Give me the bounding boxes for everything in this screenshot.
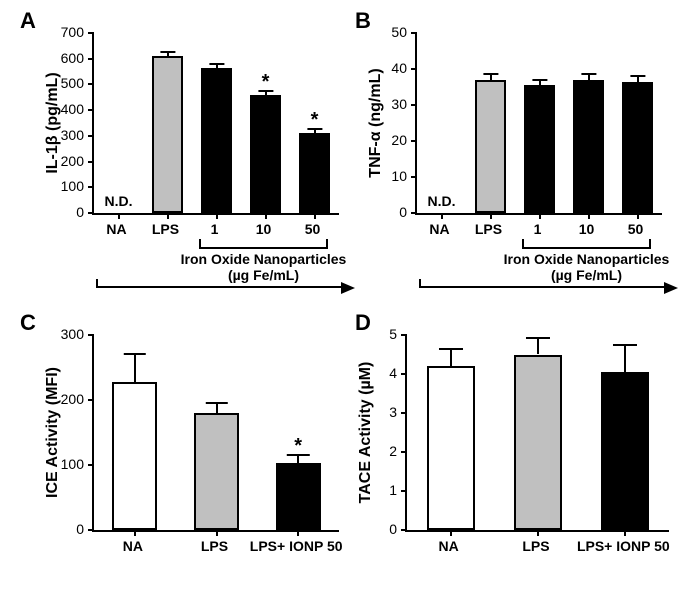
arrow-head-icon [341, 281, 355, 293]
plot-area: N.D. [415, 33, 662, 215]
xtick [297, 530, 299, 536]
plot-area: * [92, 335, 339, 532]
bar [194, 413, 239, 530]
xtick [167, 213, 169, 219]
xtick [637, 213, 639, 219]
ytick [411, 68, 417, 70]
bar [276, 463, 321, 530]
dose-bracket-label: Iron Oxide Nanoparticles(µg Fe/mL) [502, 251, 670, 283]
treatment-arrow-line [96, 286, 343, 288]
xtick [450, 530, 452, 536]
xtick [490, 213, 492, 219]
ytick [88, 58, 94, 60]
arrow-start-tick [419, 279, 421, 288]
ytick [411, 32, 417, 34]
ytick [88, 161, 94, 163]
xtick [118, 213, 120, 219]
bar [152, 56, 182, 213]
ytick [88, 186, 94, 188]
xtick-label: NA [399, 538, 499, 554]
arrow-start-tick [96, 279, 98, 288]
bar [475, 80, 505, 213]
bar [601, 372, 649, 530]
dose-bracket [522, 239, 650, 251]
panel-label-A: A [20, 8, 36, 34]
dose-bracket [199, 239, 327, 251]
y-axis-label: ICE Activity (MFI) [44, 335, 62, 530]
plot-area: N.D. * * [92, 33, 339, 215]
arrow-head-icon [664, 281, 678, 293]
xtick [539, 213, 541, 219]
xtick [265, 213, 267, 219]
significance-star: * [311, 109, 319, 132]
xtick-label: 50 [586, 221, 685, 237]
ytick [411, 212, 417, 214]
bar [427, 366, 475, 530]
treatment-arrow-line [419, 286, 666, 288]
ytick [401, 529, 407, 531]
ytick [88, 212, 94, 214]
ytick [401, 373, 407, 375]
ytick [88, 135, 94, 137]
panel-D: D012345TACE Activity (µM)NALPSLPS+ IONP … [355, 310, 680, 590]
plot-area [405, 335, 669, 532]
xtick-label: LPS+ IONP 50 [246, 538, 346, 554]
xtick-label: LPS+ IONP 50 [573, 538, 673, 554]
bar [524, 85, 554, 213]
xtick [624, 530, 626, 536]
bar [201, 68, 231, 213]
xtick-label: LPS [486, 538, 586, 554]
significance-star: * [294, 435, 302, 458]
panel-label-C: C [20, 310, 36, 336]
bar [514, 355, 562, 531]
xtick [537, 530, 539, 536]
ytick [88, 334, 94, 336]
ytick [88, 109, 94, 111]
dose-bracket-label: Iron Oxide Nanoparticles(µg Fe/mL) [179, 251, 347, 283]
bar [250, 95, 280, 213]
panel-A: AN.D.**0100200300400500600700IL-1β (pg/m… [20, 8, 345, 298]
xtick [134, 530, 136, 536]
panel-C: C*0100200300ICE Activity (MFI)NALPSLPS+ … [20, 310, 345, 590]
ytick [88, 399, 94, 401]
ytick [88, 464, 94, 466]
bar [622, 82, 652, 213]
ytick [411, 104, 417, 106]
xtick [216, 213, 218, 219]
ytick [88, 529, 94, 531]
bar [573, 80, 603, 213]
y-axis-label: TACE Activity (µM) [357, 335, 375, 530]
not-detected-label: N.D. [105, 193, 133, 209]
bar [299, 133, 329, 213]
ytick [401, 451, 407, 453]
xtick [588, 213, 590, 219]
ytick [88, 83, 94, 85]
ytick [411, 176, 417, 178]
panel-B: BN.D.01020304050TNF-α (ng/mL)NALPS11050I… [355, 8, 680, 298]
y-axis-label: TNF-α (ng/mL) [367, 33, 385, 213]
ytick [411, 140, 417, 142]
xtick [314, 213, 316, 219]
ytick [401, 334, 407, 336]
bar [112, 382, 157, 530]
y-axis-label: IL-1β (pg/mL) [44, 33, 62, 213]
ytick [401, 412, 407, 414]
ytick [401, 490, 407, 492]
xtick [441, 213, 443, 219]
not-detected-label: N.D. [428, 193, 456, 209]
xtick [216, 530, 218, 536]
significance-star: * [262, 71, 270, 94]
xtick-label: 50 [263, 221, 363, 237]
ytick [88, 32, 94, 34]
